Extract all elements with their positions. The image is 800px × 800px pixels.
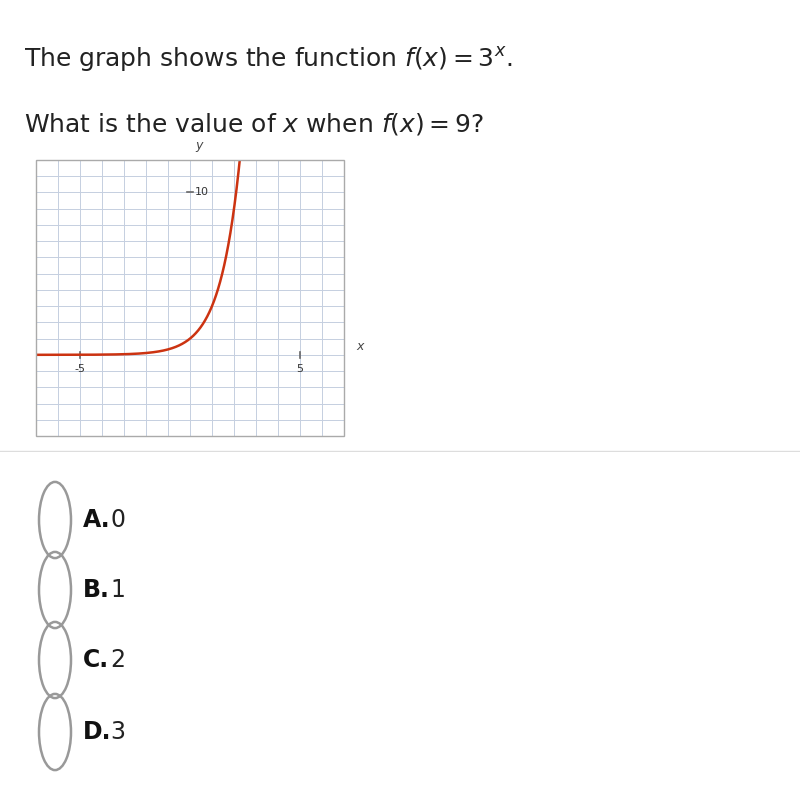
Text: 0: 0	[110, 508, 125, 532]
Text: -5: -5	[74, 364, 86, 374]
Text: x: x	[356, 340, 363, 354]
Text: B.: B.	[83, 578, 110, 602]
Text: C.: C.	[83, 648, 109, 672]
Text: A.: A.	[83, 508, 110, 532]
Text: 3: 3	[110, 720, 125, 744]
Text: The graph shows the function $f(x) = 3^x$.: The graph shows the function $f(x) = 3^x…	[24, 46, 513, 74]
Text: 5: 5	[297, 364, 303, 374]
Text: What is the value of $x$ when $f(x) = 9$?: What is the value of $x$ when $f(x) = 9$…	[24, 111, 484, 137]
Text: 1: 1	[110, 578, 125, 602]
Text: D.: D.	[83, 720, 111, 744]
Text: 2: 2	[110, 648, 125, 672]
Text: y: y	[195, 139, 203, 152]
Text: 10: 10	[195, 187, 209, 198]
